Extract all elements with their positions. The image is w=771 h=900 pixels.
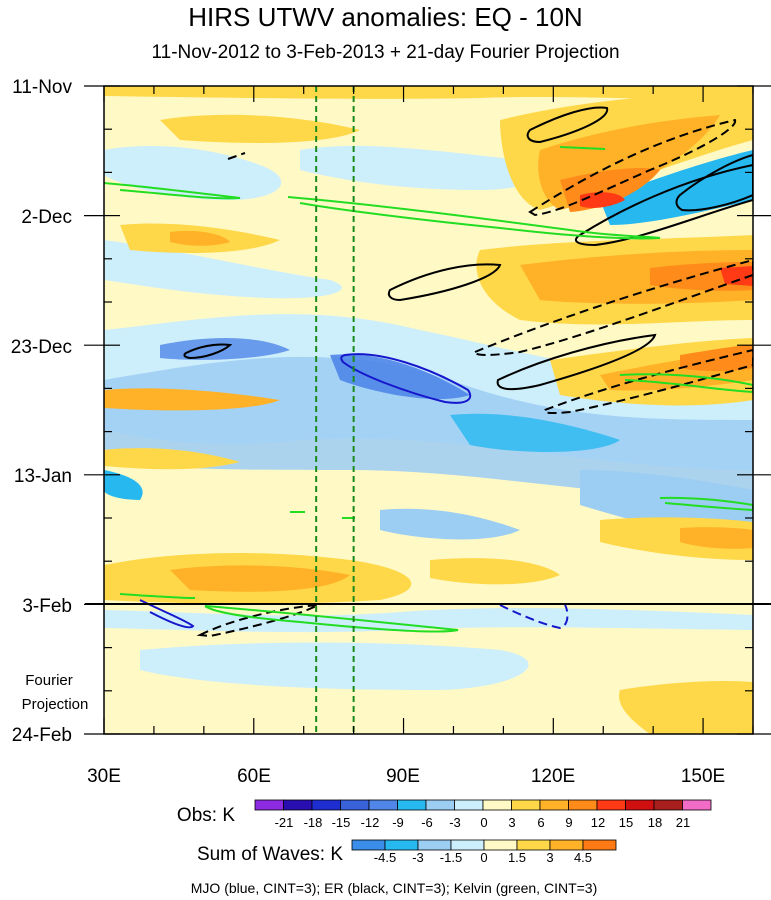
er-contour [227,152,246,160]
obs-legend-level: -21 [275,815,294,830]
obs-legend-level: 12 [591,815,605,830]
y-tick-label: 2-Dec [21,207,72,228]
obs-legend-title: Obs: K [177,805,235,826]
obs-legend-level: 0 [480,815,487,830]
waves-legend-level: 3 [546,850,553,865]
chart-subtitle: 11-Nov-2012 to 3-Feb-2013 + 21-day Fouri… [151,42,620,63]
er-contour [387,263,502,302]
er-contour [473,258,753,356]
colorbar-swatch [417,839,452,851]
kelvin-contour [619,373,753,394]
colorbar-swatch [283,799,313,811]
projection-label: Fourier [25,672,73,689]
colorbar-swatch [454,799,484,811]
colorbar-swatch [539,799,569,811]
reference-lines [315,86,355,734]
obs-end-label: 3-Feb [22,596,72,617]
colorbar-swatch [351,839,386,851]
obs-legend-level: 18 [648,815,662,830]
x-tick-label: 30E [87,766,121,787]
y-tick-label: 11-Nov [12,77,72,98]
er-contour [196,604,319,638]
kelvin-contour [104,182,241,200]
y-tick-label: 23-Dec [11,337,72,358]
kelvin-contour [659,496,753,512]
er-contour [675,153,753,212]
obs-legend-level: -9 [392,815,404,830]
y-tick-label: 24-Feb [12,725,72,746]
obs-legend-level: -12 [361,815,380,830]
colorbar-swatch [340,799,370,811]
colorbar-swatch [254,799,284,811]
kelvin-contour [287,196,661,240]
er-contour [526,106,609,144]
colorbar-swatch [653,799,683,811]
axis-ticks [84,85,771,735]
kelvin-contour [559,146,606,150]
obs-legend-level: -15 [332,815,351,830]
colorbar-swatch [425,799,455,811]
chart-title: HIRS UTWV anomalies: EQ - 10N [188,2,583,32]
colorbar-swatch [368,799,398,811]
colorbar-swatch [483,839,518,851]
waves-legend-level: 4.5 [574,850,592,865]
colorbar-swatch [568,799,598,811]
y-tick-label: 13-Jan [14,466,72,487]
colorbar-swatch [482,799,512,811]
footer-note: MJO (blue, CINT=3); ER (black, CINT=3); … [191,880,598,896]
obs-legend-level: 6 [537,815,544,830]
colorbar-swatch [596,799,626,811]
obs-legend-level: -18 [304,815,323,830]
waves-legend-level: -1.5 [440,850,462,865]
x-tick-label: 60E [237,766,271,787]
er-contour [496,333,657,391]
kelvin-contour [204,605,459,633]
colorbar-swatch [682,799,712,811]
waves-colorbar [351,839,617,851]
waves-legend-level: 0 [480,850,487,865]
waves-legend-level: -3 [412,850,424,865]
colorbar-swatch [397,799,427,811]
colorbar-swatch [511,799,541,811]
colorbar-swatch [516,839,551,851]
x-tick-label: 120E [531,766,575,787]
er-contour [183,343,233,360]
kelvin-contour [119,593,196,599]
colorbar-swatch [311,799,341,811]
obs-legend-level: 15 [619,815,633,830]
colorbar-swatch [582,839,617,851]
waves-legend-level: 1.5 [508,850,526,865]
colorbar-swatch [625,799,655,811]
x-tick-label: 150E [681,766,725,787]
er-contour [574,163,753,247]
anomaly-field [104,86,753,734]
mjo-contour [499,604,569,630]
mjo-contour [139,599,195,629]
colorbar-swatch [384,839,419,851]
mjo-contour [340,353,472,404]
waves-legend-title: Sum of Waves: K [197,844,343,865]
obs-legend-level: 21 [676,815,690,830]
colorbar-swatch [450,839,485,851]
er-contour [528,118,737,217]
obs-legend-level: -3 [449,815,461,830]
x-tick-label: 90E [386,766,420,787]
waves-legend-level: -4.5 [374,850,396,865]
obs-legend-level: -6 [421,815,433,830]
plot-frame [103,85,754,735]
wave-contours [104,106,753,638]
obs-legend-level: 3 [508,815,515,830]
obs-colorbar [254,799,712,811]
obs-legend-level: 9 [565,815,572,830]
projection-label: Projection [22,696,89,713]
colorbar-swatch [549,839,584,851]
